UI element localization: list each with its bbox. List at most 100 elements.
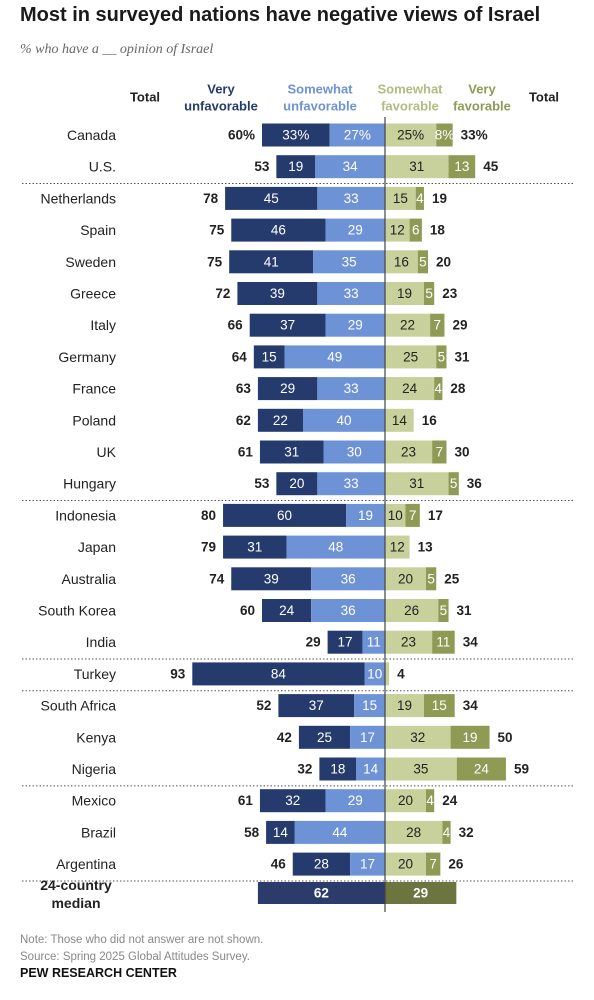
total-favorable-italy: 29 — [452, 318, 467, 333]
bar-somewhat-unfavorable-turkey — [364, 662, 385, 686]
total-favorable-india: 34 — [463, 635, 479, 650]
label-very-unfavorable-sweden: 41 — [264, 254, 279, 269]
bar-somewhat-favorable-france — [385, 377, 435, 401]
country-label-germany: Germany — [58, 349, 116, 365]
bar-somewhat-favorable-australia — [385, 567, 426, 591]
total-favorable-brazil: 32 — [459, 825, 474, 840]
total-unfavorable-turkey: 93 — [170, 666, 186, 681]
label-very-unfavorable-turkey: 84 — [271, 666, 287, 681]
label-somewhat-unfavorable-italy: 29 — [348, 318, 363, 333]
total-unfavorable-canada: 60% — [228, 128, 255, 143]
label-very-unfavorable-germany: 15 — [262, 349, 277, 364]
total-unfavorable-argentina: 46 — [271, 857, 287, 872]
bar-somewhat-favorable-nigeria — [385, 757, 457, 781]
label-somewhat-unfavorable-canada: 27% — [344, 128, 371, 143]
header-very-unfavorable-line2: unfavorable — [184, 99, 258, 114]
bar-somewhat-unfavorable-sweden — [313, 250, 385, 274]
total-favorable-canada: 33% — [461, 128, 488, 143]
bar-very-unfavorable-sweden — [229, 250, 314, 274]
bar-very-unfavorable-south-korea — [262, 599, 312, 622]
bar-very-favorable-mexico — [426, 789, 435, 813]
label-somewhat-favorable-spain: 12 — [390, 223, 405, 238]
bar-very-favorable-spain — [409, 218, 422, 242]
country-label-greece: Greece — [70, 286, 116, 302]
bar-somewhat-unfavorable-brazil — [294, 820, 385, 844]
label-very-favorable-france: 4 — [435, 381, 443, 396]
bar-somewhat-unfavorable-india — [362, 630, 385, 654]
header-very-unfavorable-line1: Very — [207, 82, 235, 97]
total-favorable-greece: 23 — [442, 286, 458, 301]
bar-somewhat-unfavorable-nigeria — [356, 757, 385, 781]
label-somewhat-favorable-nigeria: 35 — [413, 762, 428, 777]
label-somewhat-unfavorable-turkey: 10 — [367, 666, 382, 681]
label-very-unfavorable-u-s-: 19 — [288, 159, 303, 174]
bar-very-favorable-nigeria — [456, 757, 506, 781]
total-favorable-germany: 31 — [455, 349, 471, 364]
label-somewhat-favorable-greece: 19 — [397, 286, 412, 301]
bar-somewhat-unfavorable-u-s- — [315, 155, 385, 179]
country-label-italy: Italy — [90, 317, 116, 333]
bar-somewhat-unfavorable-mexico — [325, 789, 385, 813]
label-somewhat-unfavorable-poland: 40 — [336, 413, 351, 428]
label-very-favorable-australia: 5 — [427, 571, 435, 586]
label-very-unfavorable-argentina: 28 — [314, 857, 329, 872]
total-unfavorable-germany: 64 — [232, 349, 248, 364]
bar-very-favorable-south-korea — [438, 599, 449, 622]
bar-somewhat-unfavorable-italy — [325, 313, 385, 337]
header-very-favorable-line2: favorable — [453, 99, 511, 114]
country-label-mexico: Mexico — [72, 793, 117, 809]
label-very-unfavorable-poland: 22 — [273, 413, 288, 428]
bar-somewhat-unfavorable-south-africa — [354, 694, 385, 718]
total-favorable-argentina: 26 — [448, 857, 464, 872]
bar-very-unfavorable-uk — [259, 440, 324, 464]
bar-somewhat-favorable-poland — [385, 408, 414, 432]
total-favorable-nigeria: 59 — [514, 762, 529, 777]
total-unfavorable-india: 29 — [306, 635, 321, 650]
country-label-u-s-: U.S. — [89, 159, 116, 175]
label-somewhat-favorable-u-s-: 31 — [409, 159, 424, 174]
bar-somewhat-unfavorable-australia — [311, 567, 385, 591]
total-unfavorable-brazil: 58 — [244, 825, 260, 840]
bar-very-unfavorable-kenya — [298, 725, 351, 749]
country-label-australia: Australia — [62, 571, 117, 587]
label-very-unfavorable-uk: 31 — [284, 445, 299, 460]
country-label-indonesia: Indonesia — [55, 507, 116, 523]
bar-somewhat-favorable-hungary — [385, 472, 449, 496]
label-very-unfavorable-spain: 46 — [271, 223, 286, 238]
label-very-favorable-brazil: 4 — [443, 825, 451, 840]
bar-very-unfavorable-greece — [237, 282, 318, 305]
median-label-line1: 24-country — [40, 877, 112, 893]
label-very-unfavorable-india: 17 — [338, 635, 353, 650]
total-favorable-france: 28 — [450, 381, 466, 396]
label-somewhat-favorable-kenya: 32 — [410, 730, 425, 745]
bar-somewhat-favorable-brazil — [385, 820, 443, 844]
country-label-uk: UK — [97, 444, 117, 460]
total-favorable-uk: 30 — [455, 445, 470, 460]
bar-very-unfavorable-japan — [223, 535, 287, 559]
label-somewhat-favorable-india: 23 — [401, 635, 416, 650]
bar-very-favorable-argentina — [426, 852, 441, 876]
bar-very-favorable-canada — [436, 123, 453, 147]
label-very-favorable-canada: 8% — [435, 128, 455, 143]
country-label-india: India — [86, 634, 117, 650]
label-very-favorable-argentina: 7 — [429, 857, 437, 872]
publisher-footer: PEW RESEARCH CENTER — [20, 966, 177, 980]
header-total-left: Total — [130, 90, 160, 105]
country-label-canada: Canada — [67, 127, 116, 143]
label-somewhat-favorable-south-africa: 19 — [397, 698, 412, 713]
label-somewhat-favorable-south-korea: 26 — [404, 603, 419, 618]
country-label-sweden: Sweden — [65, 254, 116, 270]
bar-very-unfavorable-netherlands — [225, 186, 318, 210]
label-very-favorable-greece: 5 — [425, 286, 433, 301]
bar-somewhat-unfavorable-spain — [325, 218, 385, 242]
label-somewhat-favorable-hungary: 31 — [409, 476, 424, 491]
chart-note: Note: Those who did not answer are not s… — [20, 934, 264, 946]
total-favorable-japan: 13 — [418, 540, 434, 555]
label-somewhat-unfavorable-australia: 36 — [341, 571, 356, 586]
bar-somewhat-favorable-india — [385, 630, 433, 654]
label-very-unfavorable-japan: 31 — [247, 540, 262, 555]
bar-somewhat-unfavorable-greece — [317, 282, 385, 305]
total-favorable-u-s-: 45 — [483, 159, 499, 174]
bar-somewhat-unfavorable-canada — [329, 123, 385, 147]
total-unfavorable-spain: 75 — [209, 223, 225, 238]
